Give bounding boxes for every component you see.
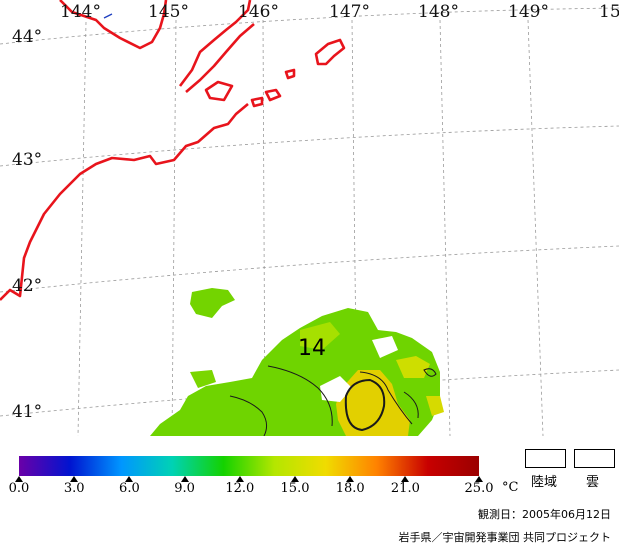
island-small-1	[284, 68, 296, 80]
parallel-44	[0, 7, 619, 45]
sst-patch-south-west	[190, 370, 216, 388]
cloud-gap-1	[320, 376, 352, 402]
coast-hokkaido-north	[59, 0, 168, 50]
color-bar-tick-label: 9.0	[174, 481, 195, 496]
meridian-149	[527, 19, 544, 436]
coast-shiretoko	[178, 0, 252, 87]
parallel-41	[0, 369, 619, 417]
island-shikotan	[250, 96, 264, 108]
isotherms	[229, 365, 437, 436]
longitude-label-147: 147°	[329, 2, 370, 22]
unit-label: °C	[502, 480, 519, 495]
meridian-148	[439, 19, 451, 436]
sst-warm-core	[336, 370, 410, 436]
coast-hokkaido-east	[0, 103, 249, 301]
color-bar-tick-label: 21.0	[390, 481, 420, 496]
isotherm-line-1	[267, 365, 333, 427]
color-bar-tick-label: 18.0	[335, 481, 365, 496]
parallel-42	[0, 245, 619, 293]
sst-color-bar	[19, 456, 479, 476]
longitude-label-144: 144°	[60, 2, 101, 22]
contour-label: 14	[298, 336, 326, 361]
land-legend-box	[525, 449, 566, 468]
latitude-label-41: 41°	[12, 402, 43, 422]
color-bar-tick-label: 25.0	[464, 481, 494, 496]
longitude-label-148: 148°	[418, 2, 459, 22]
coast-kunashiri	[204, 80, 234, 102]
parallel-43	[0, 125, 619, 167]
latitude-label-42: 42°	[12, 276, 43, 296]
color-bar-tick	[125, 476, 134, 482]
color-bar-tick-label: 6.0	[119, 481, 140, 496]
color-bar-tick-label: 3.0	[63, 481, 85, 496]
credit: 岩手県／宇宙開発事業団 共同プロジェクト	[398, 531, 612, 544]
isotherm-line-2	[229, 395, 268, 436]
meridian-144	[77, 21, 87, 436]
cloud-legend-box	[574, 449, 615, 468]
latitude-label-44: 44°	[12, 27, 43, 47]
color-bar-tick-label: 15.0	[280, 481, 310, 496]
color-bar-tick	[180, 476, 189, 482]
coastline-marker	[103, 13, 113, 19]
latitude-label-43: 43°	[12, 150, 43, 170]
cloud-legend-label: 雲	[586, 475, 600, 490]
longitude-label-150: 15	[599, 2, 619, 22]
sst-light-patch	[300, 322, 340, 350]
sst-warm-east	[426, 396, 444, 416]
graticule	[0, 7, 619, 436]
color-bar-tick	[475, 476, 483, 482]
color-bar-tick	[15, 476, 23, 482]
isotherm-line-4	[344, 378, 386, 432]
sst-patch-west	[190, 288, 235, 318]
longitude-label-149: 149°	[508, 2, 549, 22]
color-bar-tick-label: 12.0	[225, 481, 255, 496]
island-habomai	[264, 88, 282, 102]
isotherm-line-5	[403, 391, 419, 419]
color-bar-tick	[401, 476, 410, 482]
sst-patches	[150, 288, 444, 436]
isotherm-line-6	[423, 368, 437, 377]
isotherm-line-3	[359, 371, 413, 425]
observation-date: 観測日：2005年06月12日	[478, 508, 611, 521]
cloud-gap-2	[372, 336, 398, 358]
color-bar-tick	[346, 476, 355, 482]
meridian-145	[171, 19, 177, 436]
color-bar-tick-label: 0.0	[8, 481, 30, 496]
longitude-label-145: 145°	[148, 2, 189, 22]
sst-map	[0, 0, 619, 436]
longitude-label-146: 146°	[238, 2, 279, 22]
sst-warm-spot	[396, 356, 430, 378]
color-bar-tick	[70, 476, 79, 482]
island-etorofu	[314, 38, 346, 66]
color-bar-tick	[235, 476, 244, 482]
coastline	[0, 0, 346, 301]
land-legend-label: 陸域	[531, 475, 558, 490]
color-bar-tick	[291, 476, 299, 482]
coast-shiretoko-inner	[185, 23, 255, 93]
